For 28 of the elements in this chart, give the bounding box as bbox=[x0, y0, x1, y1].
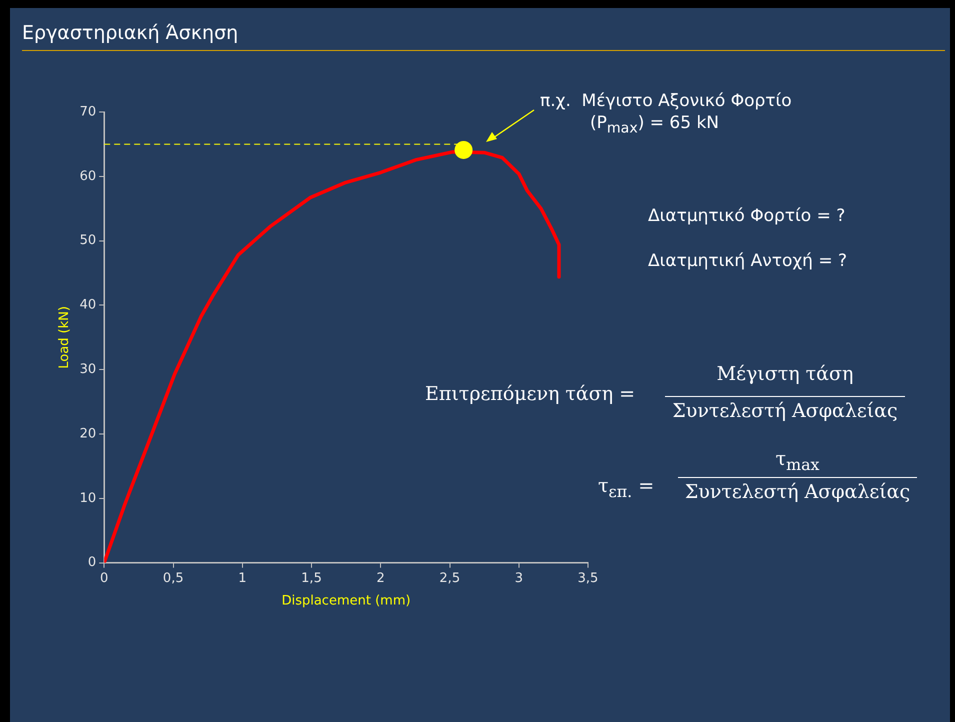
y-tick-label: 70 bbox=[80, 104, 96, 120]
text: Διατμητικό Φορτίο = ? bbox=[648, 205, 846, 227]
text: Μέγιστη τάση bbox=[716, 362, 854, 386]
x-tick-label: 1 bbox=[238, 570, 247, 586]
x-tick-label: 3 bbox=[514, 570, 524, 586]
text: Συντελεστή Ασφαλείας bbox=[665, 396, 905, 423]
y-tick-label: 30 bbox=[80, 362, 96, 377]
y-axis-title: Load (kN) bbox=[57, 306, 72, 369]
y-tick-label: 0 bbox=[88, 555, 96, 570]
annotation: π.χ. Μέγιστο Αξονικό Φορτίο (P$_{max}$) = 65 kN bbox=[540, 90, 792, 138]
x-tick-label: 0,5 bbox=[162, 570, 184, 586]
x-axis-title: Displacement (mm) bbox=[282, 594, 411, 609]
x-tick-label: 1,5 bbox=[301, 570, 322, 586]
text: Συντελεστή Ασφαλείας bbox=[678, 477, 917, 504]
y-tick-label: 40 bbox=[80, 298, 96, 313]
x-tick-label: 2 bbox=[376, 570, 385, 586]
annotation: Επιτρεπόμενη τάση = bbox=[425, 382, 636, 406]
text: τ$_{max}$ bbox=[774, 447, 820, 476]
x-tick-label: 0 bbox=[100, 570, 108, 586]
y-tick-label: 60 bbox=[80, 168, 96, 184]
text: τ$_{επ.}$ = bbox=[598, 474, 654, 503]
x-tick-label: 3,5 bbox=[578, 570, 598, 586]
y-tick-label: 10 bbox=[80, 490, 96, 506]
y-tick-label: 20 bbox=[80, 426, 96, 442]
x-tick-label: 2,5 bbox=[439, 570, 460, 586]
chart-title: Εργαστηριακή Άσκηση bbox=[22, 22, 238, 44]
text: Διατμητική Αντοχή = ? bbox=[648, 250, 848, 272]
y-tick-label: 50 bbox=[80, 233, 96, 248]
